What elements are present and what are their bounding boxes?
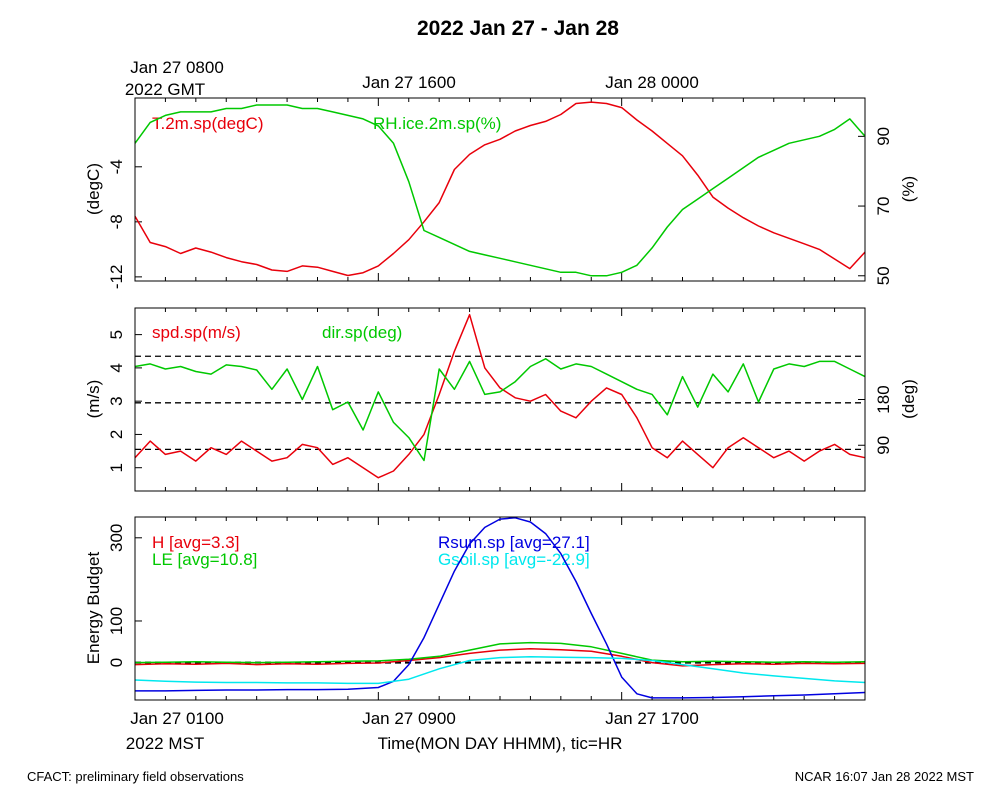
series-line-red (134, 101, 866, 277)
left-y-tick-label: 0 (107, 658, 126, 667)
panel2-left-ylabel: (m/s) (84, 380, 103, 419)
panel1-frame (134, 97, 866, 282)
left-y-tick-label: -12 (107, 265, 126, 290)
right-y-tick-label: 70 (874, 197, 893, 216)
left-y-tick-label: 1 (107, 463, 126, 472)
panel1-legend-temp: T.2m.sp(degC) (152, 114, 263, 133)
top-axis-label-1: Jan 27 1600 (362, 73, 456, 92)
top-axis-label-2: Jan 28 0000 (605, 73, 699, 92)
panel3-legend-h: H [avg=3.3] (152, 533, 239, 552)
left-y-tick-label: 4 (107, 363, 126, 372)
chart-title: 2022 Jan 27 - Jan 28 (417, 17, 619, 40)
panel3-legend-le: LE [avg=10.8] (152, 550, 257, 569)
panel3-legend-gsoil: Gsoil.sp [avg=-22.9] (438, 550, 590, 569)
top-axis-label-0: Jan 27 0800 (130, 58, 224, 77)
panel3-frame (134, 516, 866, 701)
footer-left: CFACT: preliminary field observations (27, 769, 244, 784)
series-line-green (134, 104, 866, 277)
left-y-tick-label: -8 (107, 214, 126, 229)
left-y-tick-label: 2 (107, 430, 126, 439)
panel3-left-ylabel: Energy Budget (84, 551, 103, 664)
top-axis-year-tz: 2022 GMT (125, 80, 205, 99)
panel1-right-ylabel: (%) (899, 176, 918, 202)
left-y-tick-label: 300 (107, 524, 126, 552)
right-y-tick-label: 90 (874, 436, 893, 455)
right-y-tick-label: 180 (874, 385, 893, 413)
left-y-tick-label: 3 (107, 396, 126, 405)
series-line-blue (135, 517, 866, 699)
left-y-tick-label: 5 (107, 330, 126, 339)
series-line-red (134, 313, 866, 479)
left-y-tick-label: -4 (107, 159, 126, 174)
panel1-left-ylabel: (degC) (84, 163, 103, 215)
bottom-axis-xlabel: Time(MON DAY HHMM), tic=HR (378, 734, 623, 753)
series-line-cyan (134, 655, 866, 685)
panel2-legend-dir: dir.sp(deg) (322, 323, 402, 342)
bottom-axis-year-tz: 2022 MST (126, 734, 204, 753)
bottom-axis-label-1: Jan 27 0900 (362, 709, 456, 728)
bottom-axis-label-0: Jan 27 0100 (130, 709, 224, 728)
right-y-tick-label: 50 (874, 266, 893, 285)
series-line-green (134, 641, 866, 664)
panel2-right-ylabel: (deg) (899, 379, 918, 419)
panel2-frame (134, 307, 866, 492)
series-line-green (134, 358, 866, 462)
bottom-axis-label-2: Jan 27 1700 (605, 709, 699, 728)
left-y-tick-label: 100 (107, 607, 126, 635)
footer-right: NCAR 16:07 Jan 28 2022 MST (795, 769, 974, 784)
panel2-legend-spd: spd.sp(m/s) (152, 323, 241, 342)
series-line-red (134, 648, 866, 667)
right-y-tick-label: 90 (874, 127, 893, 146)
panel1-legend-rh: RH.ice.2m.sp(%) (373, 114, 501, 133)
